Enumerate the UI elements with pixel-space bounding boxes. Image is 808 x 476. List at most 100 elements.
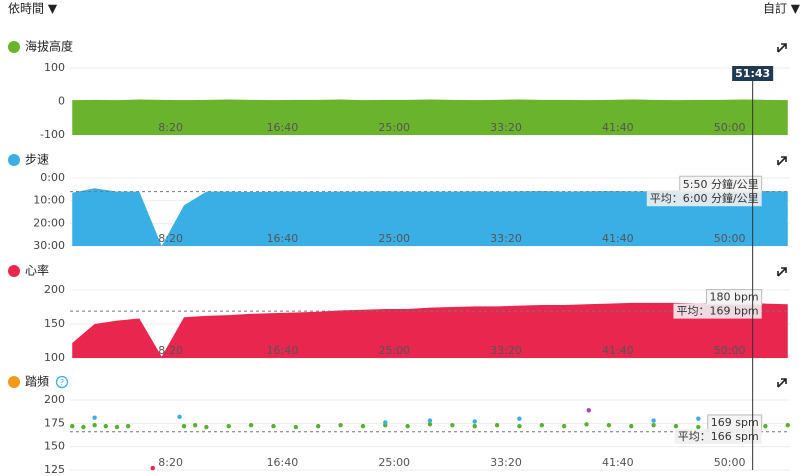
point	[338, 423, 343, 428]
x-tick-label: 8:20	[158, 121, 183, 134]
point	[427, 418, 433, 423]
point	[629, 423, 634, 429]
point	[315, 423, 321, 429]
x-tick-label: 25:00	[378, 456, 410, 469]
point	[606, 423, 612, 428]
title-icon	[8, 154, 20, 166]
point	[586, 408, 591, 413]
point	[226, 423, 231, 429]
point	[114, 424, 120, 430]
point	[360, 423, 366, 429]
point	[103, 423, 108, 429]
y-tick-label: 150	[44, 440, 65, 453]
label-box	[646, 190, 762, 207]
point	[651, 423, 656, 428]
average-label: 平均：169 bpm	[676, 305, 758, 318]
current-value-label: 169 spm	[711, 416, 759, 429]
x-tick-label: 16:40	[267, 344, 299, 357]
x-tick-label: 33:20	[490, 456, 522, 469]
x-tick-label: 8:20	[158, 232, 183, 245]
y-tick-label: 150	[44, 317, 65, 330]
y-tick-label: 10:00	[33, 194, 65, 207]
chart-title: 心率	[25, 263, 49, 278]
point	[539, 423, 545, 428]
point	[193, 423, 198, 428]
point	[92, 423, 97, 428]
point	[651, 418, 656, 423]
y-tick-label: 200	[44, 393, 65, 406]
x-tick-label: 25:00	[378, 344, 410, 357]
custom-dropdown[interactable]: 自訂 ▼	[763, 1, 801, 16]
average-label: 平均：166 spm	[678, 430, 759, 443]
area	[72, 99, 788, 135]
point	[696, 424, 701, 430]
title-icon	[8, 41, 20, 53]
expand-icon[interactable]	[777, 378, 787, 388]
point	[517, 416, 522, 421]
x-tick-label: 50:00	[714, 232, 746, 245]
x-tick-label: 16:40	[267, 456, 299, 469]
current-value-label: 180 bpm	[709, 291, 758, 304]
y-tick-label: -100	[40, 128, 65, 141]
y-tick-label: 0	[58, 95, 65, 108]
point	[92, 415, 97, 420]
y-tick-label: 100	[44, 351, 65, 364]
y-tick-label: 200	[44, 283, 65, 296]
point	[81, 424, 86, 430]
x-tick-label: 33:20	[490, 121, 522, 134]
x-tick-label: 16:40	[267, 121, 299, 134]
x-tick-label: 50:00	[714, 456, 746, 469]
x-tick-label: 25:00	[378, 121, 410, 134]
help-icon-mark: ?	[60, 378, 64, 387]
help-icon[interactable]	[55, 375, 69, 389]
point	[561, 423, 567, 429]
point	[472, 419, 477, 424]
point	[450, 423, 455, 428]
point	[383, 420, 388, 425]
area	[72, 188, 788, 246]
x-tick-label: 50:00	[714, 344, 746, 357]
x-tick-label: 41:40	[602, 344, 634, 357]
chart-title: 踏頻	[25, 375, 49, 389]
view-dropdown[interactable]: 依時間 ▼	[8, 1, 58, 16]
point	[472, 423, 477, 429]
expand-icon[interactable]	[777, 43, 787, 53]
area	[72, 302, 788, 358]
point	[293, 424, 299, 430]
y-tick-label: 100	[44, 61, 65, 74]
cursor-label: 51:43	[735, 67, 770, 80]
y-tick-label: 125	[44, 463, 65, 476]
label-box	[673, 303, 762, 319]
expand-icon[interactable]	[777, 156, 787, 166]
point	[763, 423, 768, 429]
x-tick-label: 50:00	[714, 121, 746, 134]
label-box	[674, 428, 762, 444]
chart-title: 海拔高度	[25, 39, 73, 54]
average-label: 平均：6:00 分鐘/公里	[650, 191, 759, 205]
point	[494, 423, 500, 428]
point	[181, 423, 187, 429]
point	[427, 422, 433, 427]
point	[150, 465, 155, 471]
point	[673, 423, 679, 429]
y-tick-label: 20:00	[33, 216, 65, 229]
x-tick-label: 33:20	[490, 344, 522, 357]
point	[405, 423, 410, 429]
x-tick-label: 41:40	[602, 232, 634, 245]
point	[204, 424, 209, 430]
x-tick-label: 41:40	[602, 121, 634, 134]
title-icon	[8, 265, 20, 277]
point	[517, 423, 522, 429]
x-tick-label: 16:40	[267, 232, 299, 245]
point	[125, 423, 131, 429]
chart-title: 步速	[25, 153, 49, 167]
x-tick-label: 8:20	[158, 456, 183, 469]
x-tick-label: 25:00	[378, 232, 410, 245]
expand-icon[interactable]	[777, 267, 787, 277]
y-tick-label: 0:00	[40, 171, 65, 184]
current-value-label: 5:50 分鐘/公里	[683, 177, 759, 191]
title-icon	[8, 376, 20, 388]
y-tick-label: 175	[44, 416, 65, 429]
